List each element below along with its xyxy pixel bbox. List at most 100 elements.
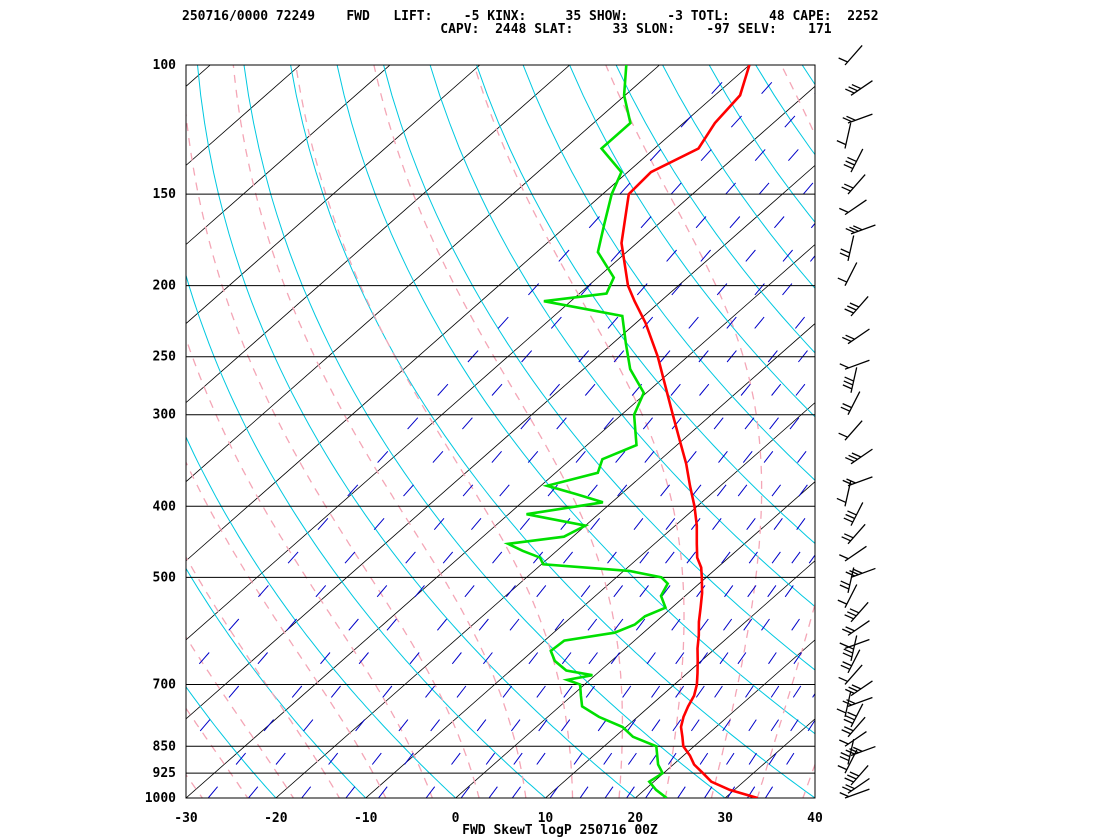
- dry-adiabat: [243, 65, 726, 798]
- mixing-ratio-line: [536, 752, 546, 765]
- barb-flag: [849, 748, 859, 754]
- mixing-ratio-line: [373, 517, 385, 531]
- mixing-ratio-line: [286, 618, 297, 631]
- barb-flag: [845, 513, 855, 520]
- mixing-ratio-line: [528, 652, 539, 665]
- mixing-ratio-line: [626, 786, 635, 798]
- barb-flag: [843, 648, 854, 654]
- barb-flag: [837, 765, 848, 771]
- pressure-tick-label: 250: [153, 350, 177, 365]
- mixing-ratio-line: [492, 551, 503, 564]
- mixing-ratio-line: [456, 685, 467, 698]
- mixing-ratio-line: [788, 149, 799, 162]
- barb-staff: [850, 765, 869, 786]
- mixing-ratio-line: [451, 652, 462, 665]
- barb-flag: [845, 749, 856, 755]
- mixing-ratio-line: [550, 316, 562, 329]
- mixing-ratio-line: [404, 752, 414, 765]
- mixing-ratio-line: [748, 752, 757, 765]
- mixing-ratio-line: [1060, 116, 1069, 127]
- mixing-ratio-line: [754, 316, 765, 329]
- mixing-ratio-line: [575, 450, 586, 463]
- mixing-ratio-line: [935, 418, 943, 429]
- mixing-ratio-line: [931, 384, 940, 395]
- mixing-ratio-line: [587, 618, 598, 631]
- mixing-ratio-line: [437, 383, 449, 396]
- wind-barb: [845, 448, 873, 465]
- mixing-ratio-line: [880, 585, 888, 596]
- barb-staff: [847, 476, 873, 487]
- mixing-ratio-line: [536, 585, 547, 598]
- mixing-ratio-line: [579, 786, 589, 798]
- mixing-ratio-line: [263, 719, 274, 732]
- mixing-ratio-line: [1019, 384, 1027, 395]
- mixing-ratio-line: [1050, 317, 1058, 328]
- wind-barb: [845, 224, 876, 235]
- mixing-ratio-line: [672, 719, 682, 732]
- barb-flag: [842, 117, 853, 123]
- barb-flag: [845, 456, 855, 463]
- mixing-ratio-line: [199, 719, 211, 732]
- barb-staff: [844, 731, 867, 747]
- dry-adiabat: [1035, 65, 1120, 814]
- mixing-ratio-line: [981, 317, 990, 328]
- mixing-ratio-line: [915, 384, 924, 395]
- barb-flag: [848, 86, 858, 92]
- mixing-ratio-line: [1026, 351, 1034, 362]
- mixing-ratio-line: [499, 484, 510, 497]
- mixing-ratio-line: [476, 719, 487, 732]
- mixing-ratio-line: [403, 484, 414, 497]
- mixing-ratio-line: [786, 752, 795, 765]
- mixing-ratio-line: [833, 518, 841, 529]
- mixing-ratio-line: [895, 149, 905, 160]
- mixing-ratio-line: [926, 317, 935, 328]
- barb-flag: [849, 570, 859, 576]
- mixing-ratio-line: [497, 316, 509, 329]
- mixing-ratio-line: [770, 685, 780, 698]
- barb-staff: [847, 620, 870, 636]
- mixing-ratio-line: [502, 685, 513, 698]
- barb-flag: [837, 599, 848, 605]
- barb-flag: [851, 83, 862, 90]
- mixing-ratio-line: [861, 585, 869, 596]
- mixing-ratio-line: [745, 249, 756, 262]
- mixing-ratio-line: [713, 417, 724, 430]
- mixing-ratio-line: [832, 149, 842, 160]
- mixing-ratio-line: [991, 284, 1000, 295]
- pressure-tick-label: 400: [153, 499, 177, 514]
- mixing-ratio-line: [795, 316, 805, 329]
- wind-barb: [841, 174, 866, 195]
- barb-staff: [844, 788, 870, 799]
- mixing-ratio-line: [989, 116, 998, 127]
- barb-staff: [847, 777, 870, 794]
- mixing-ratio-line: [315, 585, 327, 598]
- mixing-ratio-line: [1030, 116, 1039, 127]
- mixing-ratio-line: [558, 249, 570, 262]
- mixing-ratio-line: [903, 250, 912, 261]
- pressure-tick-label: 1000: [145, 791, 176, 806]
- barb-flag: [839, 584, 850, 590]
- mixing-ratio-line: [646, 652, 656, 665]
- barb-flag: [853, 746, 863, 752]
- barb-flag: [845, 688, 855, 694]
- barb-flag: [853, 225, 863, 231]
- mixing-ratio-line: [587, 484, 598, 497]
- mixing-ratio-line: [603, 417, 614, 430]
- wind-barb: [842, 367, 858, 393]
- wind-barb: [843, 703, 864, 728]
- mixing-ratio-line: [111, 753, 121, 764]
- barb-flag: [846, 115, 856, 121]
- mixing-ratio-line: [409, 652, 420, 665]
- moist-adiabat: [186, 773, 204, 798]
- mixing-ratio-line: [850, 250, 859, 261]
- mixing-ratio-line: [348, 618, 359, 631]
- mixing-ratio-line: [900, 351, 909, 362]
- mixing-ratio-line: [933, 149, 943, 160]
- dry-adiabat: [895, 65, 1120, 814]
- barb-flag: [849, 226, 859, 232]
- barb-staff: [847, 235, 855, 261]
- mixing-ratio-line: [719, 652, 729, 665]
- mixing-ratio-line: [520, 417, 531, 430]
- mixing-ratio-line: [580, 585, 591, 598]
- mixing-ratio-line: [610, 249, 622, 262]
